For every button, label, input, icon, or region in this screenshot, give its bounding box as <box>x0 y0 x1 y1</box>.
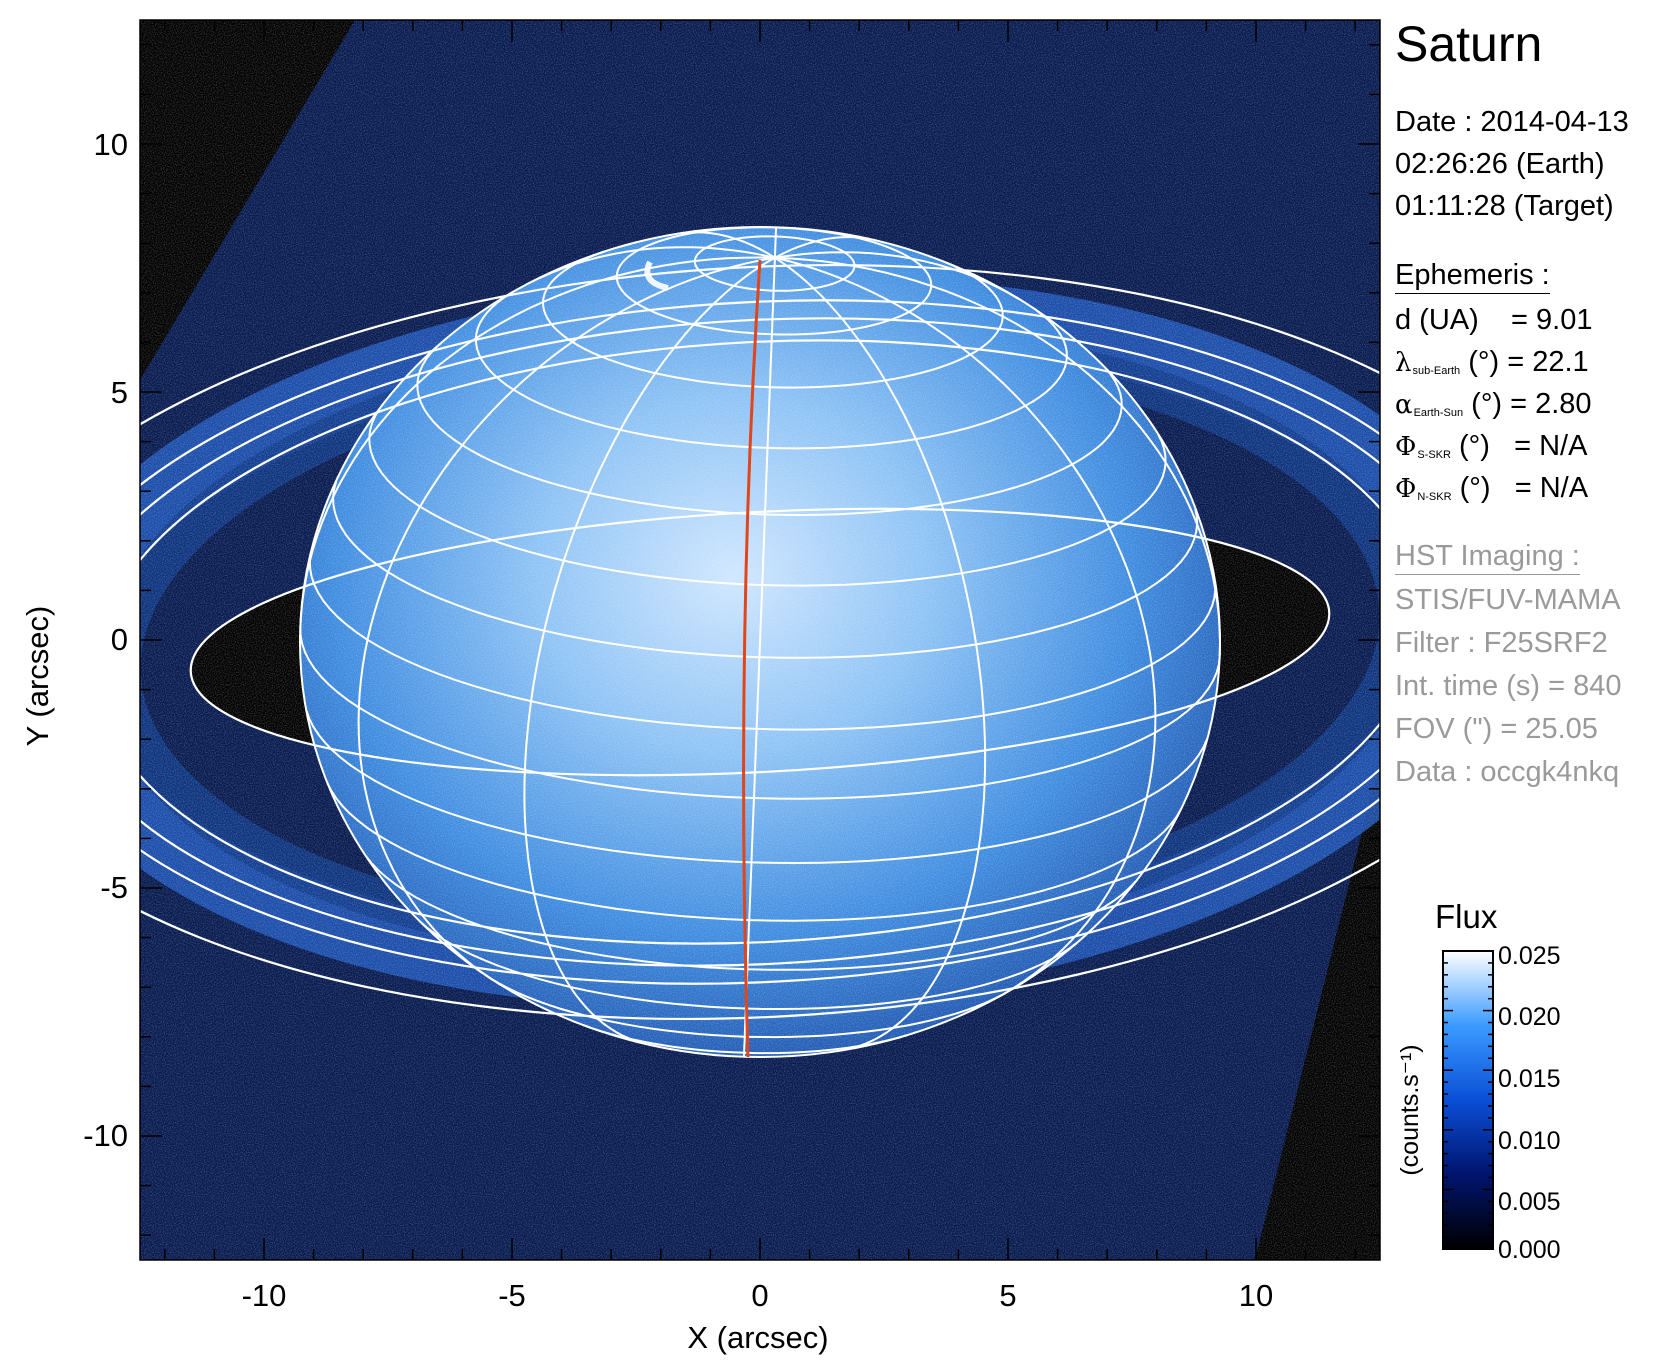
colorbar <box>1442 950 1494 1250</box>
y-axis-label: Y (arcsec) <box>20 605 55 747</box>
x-tick-label: 5 <box>999 1278 1017 1313</box>
longitude-line <box>682 231 776 259</box>
hst-data-id: Data : occgk4nkq <box>1395 756 1620 788</box>
longitude-line <box>774 256 1157 996</box>
ring-outlines <box>140 263 1380 1021</box>
hst-instrument: STIS/FUV-MAMA <box>1395 584 1621 616</box>
colorbar-tick-label: 0.015 <box>1498 1065 1561 1093</box>
aurora-arc <box>644 260 669 291</box>
longitude-line <box>523 256 776 1045</box>
longitude-line <box>773 226 777 258</box>
x-tick-label: 10 <box>1238 1278 1274 1313</box>
y-tick-label: 10 <box>93 127 128 162</box>
info-time-earth: 02:26:26 (Earth) <box>1395 148 1605 180</box>
colorbar-tick-label: 0.000 <box>1498 1236 1561 1264</box>
colorbar-tick-label: 0.020 <box>1498 1003 1561 1031</box>
colorbar-unit: (counts.s⁻¹) <box>1396 1044 1424 1176</box>
chart-title: Saturn <box>1395 16 1543 72</box>
x-tick-label: -10 <box>241 1278 287 1313</box>
x-axis-label: X (arcsec) <box>687 1320 829 1355</box>
colorbar-title: Flux <box>1435 898 1498 935</box>
longitude-line <box>774 256 987 1051</box>
colorbar-tick-label: 0.025 <box>1498 942 1561 970</box>
y-tick-label: 5 <box>110 375 128 410</box>
longitude-line <box>528 246 776 285</box>
longitude-line <box>774 251 1020 300</box>
hst-fov: FOV (") = 25.05 <box>1395 713 1598 745</box>
y-tick-label: -10 <box>83 1118 128 1153</box>
colorbar-tick-label: 0.005 <box>1498 1188 1561 1216</box>
hst-filter: Filter : F25SRF2 <box>1395 627 1608 659</box>
central-meridian <box>742 259 762 1058</box>
axis-ticks <box>140 20 1380 1260</box>
ephem-alpha: αEarth-Sun (°) = 2.80 <box>1395 388 1592 420</box>
longitude-line <box>299 256 775 628</box>
ephem-lambda: λsub-Earth (°) = 22.1 <box>1395 346 1589 378</box>
colorbar-ticks <box>1443 950 1493 1250</box>
x-tick-label: 0 <box>751 1278 769 1313</box>
info-date: Date : 2014-04-13 <box>1395 106 1629 138</box>
hst-int-time: Int. time (s) = 840 <box>1395 670 1622 702</box>
y-tick-label: 0 <box>110 622 128 657</box>
info-time-target: 01:11:28 (Target) <box>1395 190 1614 222</box>
longitude-line <box>357 256 776 980</box>
longitude-line <box>774 235 870 259</box>
ephem-phi-n: ΦN-SKR (°) = N/A <box>1395 472 1589 504</box>
ephem-distance: d (UA) = 9.01 <box>1395 304 1593 336</box>
y-tick-label: -5 <box>100 870 128 905</box>
ephem-phi-s: ΦS-SKR (°) = N/A <box>1395 430 1588 462</box>
colorbar-tick-label: 0.010 <box>1498 1127 1561 1155</box>
longitude-line <box>774 256 1222 657</box>
x-tick-label: -5 <box>498 1278 526 1313</box>
hst-header: HST Imaging : <box>1395 536 1580 576</box>
ephemeris-header: Ephemeris : <box>1395 255 1550 295</box>
